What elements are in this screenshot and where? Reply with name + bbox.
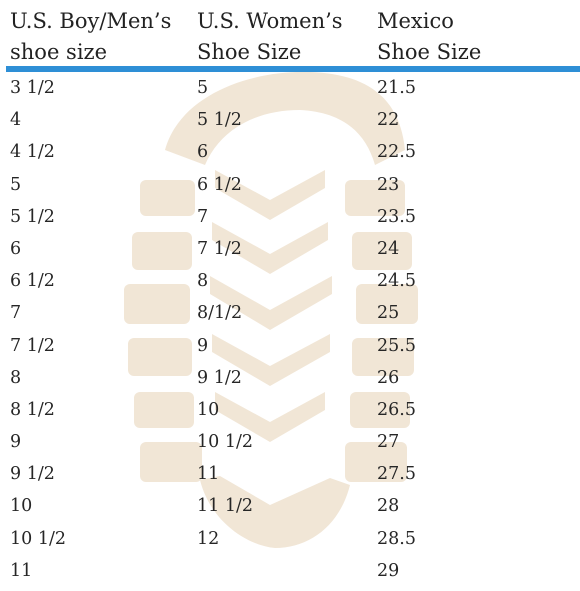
header-us-men-line2: shoe size <box>10 40 108 64</box>
table-row: 4 5 1/2 22 <box>0 108 580 140</box>
table-row: 6 1/2 8 24.5 <box>0 269 580 301</box>
size-table-body: 3 1/2 5 21.5 4 5 1/2 22 4 1/2 6 22.5 5 6 1/2 23 5 1/… <box>0 76 580 591</box>
us-women-size: 10 <box>197 399 220 420</box>
header-divider <box>6 66 580 72</box>
us-women-size: 9 <box>197 335 209 356</box>
us-men-size: 7 1/2 <box>10 335 55 356</box>
table-row: 10 11 1/2 28 <box>0 494 580 526</box>
table-row: 5 6 1/2 23 <box>0 173 580 205</box>
table-row: 5 1/2 7 23.5 <box>0 205 580 237</box>
header-mexico-line1: Mexico <box>377 9 454 33</box>
us-men-size: 3 1/2 <box>10 78 55 98</box>
mexico-size: 23 <box>377 174 400 195</box>
us-men-size: 10 1/2 <box>10 528 66 549</box>
table-row: 7 1/2 9 25.5 <box>0 334 580 366</box>
header-us-women-line1: U.S. Women’s <box>197 9 343 33</box>
table-row: 4 1/2 6 22.5 <box>0 140 580 172</box>
lug <box>140 180 195 216</box>
chevron <box>215 392 325 442</box>
us-men-size: 10 <box>10 496 33 517</box>
us-women-size: 9 1/2 <box>197 367 242 388</box>
header-us-women-line2: Shoe Size <box>197 40 302 64</box>
us-women-size: 11 1/2 <box>197 496 253 517</box>
mexico-size: 21.5 <box>377 78 416 98</box>
us-men-size: 7 <box>10 303 22 324</box>
heel <box>200 476 350 548</box>
table-row: 7 8/1/2 25 <box>0 301 580 333</box>
header-us-men: U.S. Boy/Men’s shoe size <box>10 6 171 68</box>
us-women-size: 7 1/2 <box>197 238 242 259</box>
us-men-size: 11 <box>10 560 33 581</box>
chevron <box>212 222 328 274</box>
lug <box>356 284 418 324</box>
table-header: U.S. Boy/Men’s shoe size U.S. Women’s Sh… <box>0 0 580 66</box>
us-men-size: 9 1/2 <box>10 464 55 485</box>
table-row: 9 10 1/2 27 <box>0 430 580 462</box>
us-women-size: 8 <box>197 271 209 292</box>
us-women-size: 7 <box>197 206 209 227</box>
table-row: 11 29 <box>0 559 580 591</box>
chevron <box>215 170 325 220</box>
mexico-size: 27.5 <box>377 464 416 485</box>
us-men-size: 6 1/2 <box>10 271 55 292</box>
us-women-size: 6 1/2 <box>197 174 242 195</box>
us-men-size: 4 <box>10 110 22 131</box>
us-men-size: 9 <box>10 432 22 453</box>
us-women-size: 5 1/2 <box>197 110 242 131</box>
mexico-size: 29 <box>377 560 400 581</box>
us-women-size: 12 <box>197 528 220 549</box>
lug <box>140 442 202 482</box>
chevron <box>210 276 332 330</box>
lug <box>352 232 412 270</box>
us-women-size: 11 <box>197 464 220 485</box>
mexico-size: 23.5 <box>377 206 416 227</box>
table-row: 6 7 1/2 24 <box>0 237 580 269</box>
table-row: 8 9 1/2 26 <box>0 366 580 398</box>
mexico-size: 28 <box>377 496 400 517</box>
mexico-size: 22 <box>377 110 400 131</box>
lug <box>124 284 190 324</box>
us-women-size: 6 <box>197 142 209 163</box>
chevron <box>212 334 330 386</box>
mexico-size: 22.5 <box>377 142 416 163</box>
us-men-size: 6 <box>10 238 22 259</box>
us-women-size: 10 1/2 <box>197 432 253 453</box>
lug <box>132 232 192 270</box>
table-row: 3 1/2 5 21.5 <box>0 76 580 108</box>
us-men-size: 5 1/2 <box>10 206 55 227</box>
us-men-size: 8 1/2 <box>10 399 55 420</box>
header-us-men-line1: U.S. Boy/Men’s <box>10 9 172 33</box>
table-row: 9 1/2 11 27.5 <box>0 462 580 494</box>
mexico-size: 24 <box>377 238 400 259</box>
mexico-size: 25.5 <box>377 335 416 356</box>
header-us-women: U.S. Women’s Shoe Size <box>197 6 343 68</box>
us-men-size: 5 <box>10 174 22 195</box>
mexico-size: 26 <box>377 367 400 388</box>
lug <box>128 338 192 376</box>
lug <box>350 392 410 428</box>
table-row: 8 1/2 10 26.5 <box>0 398 580 430</box>
us-women-size: 8/1/2 <box>197 303 243 324</box>
us-men-size: 4 1/2 <box>10 142 55 163</box>
lug <box>134 392 194 428</box>
header-mexico-line2: Shoe Size <box>377 40 482 64</box>
mexico-size: 26.5 <box>377 399 416 420</box>
mexico-size: 28.5 <box>377 528 416 549</box>
toe-arc <box>165 71 405 165</box>
mexico-size: 24.5 <box>377 271 416 292</box>
lug <box>345 180 405 216</box>
mexico-size: 27 <box>377 432 400 453</box>
header-mexico: Mexico Shoe Size <box>377 6 481 68</box>
us-men-size: 8 <box>10 367 22 388</box>
mexico-size: 25 <box>377 303 400 324</box>
lug <box>352 338 414 376</box>
table-row: 10 1/2 12 28.5 <box>0 527 580 559</box>
us-women-size: 5 <box>197 78 209 98</box>
lug <box>345 442 407 482</box>
